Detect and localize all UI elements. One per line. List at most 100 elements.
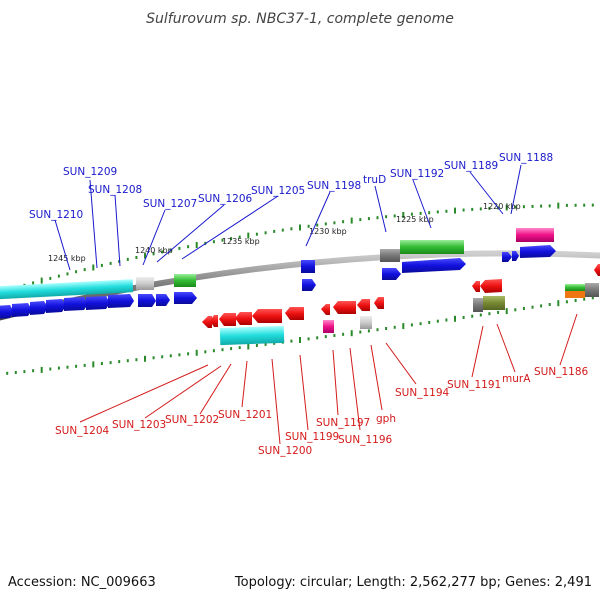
gene-green-1186[interactable] xyxy=(565,284,585,291)
minor-tick xyxy=(333,221,336,225)
gene-label[interactable]: SUN_1192 xyxy=(390,168,444,180)
gene-cyan-1200[interactable] xyxy=(219,325,285,346)
minor-tick xyxy=(100,263,103,267)
reverse-track-inner xyxy=(202,264,600,328)
gene-arrow-r10[interactable] xyxy=(374,297,384,309)
minor-tick xyxy=(342,332,345,336)
gene-orange-1186[interactable] xyxy=(565,291,585,298)
gene-arrow-r4[interactable] xyxy=(235,312,252,325)
outer-tick-ring xyxy=(6,202,594,292)
gene-arrow-f6[interactable] xyxy=(86,296,110,310)
gene-arrow-truD[interactable] xyxy=(382,268,401,280)
minor-tick xyxy=(410,212,413,216)
gene-label[interactable]: SUN_1194 xyxy=(395,387,449,399)
gene-arrow-1186[interactable] xyxy=(594,264,600,276)
gene-label[interactable]: gph xyxy=(376,413,396,425)
leader-1201 xyxy=(241,360,248,408)
gene-arrow-f5[interactable] xyxy=(64,297,88,311)
major-tick xyxy=(557,202,560,209)
gene-label[interactable]: SUN_1186 xyxy=(534,366,588,378)
gene-label[interactable]: SUN_1189 xyxy=(444,160,498,172)
minor-tick xyxy=(273,229,276,233)
gene-arrow-r7[interactable] xyxy=(321,304,330,315)
gene-label[interactable]: SUN_1196 xyxy=(338,434,392,446)
gene-arrow-r3[interactable] xyxy=(219,313,236,326)
gene-label[interactable]: SUN_1208 xyxy=(88,184,142,196)
gene-arrow-f7[interactable] xyxy=(108,294,134,308)
gene-label[interactable]: SUN_1191 xyxy=(447,379,501,391)
minor-tick xyxy=(385,327,388,330)
minor-tick xyxy=(49,367,52,371)
gene-label[interactable]: SUN_1204 xyxy=(55,425,109,437)
gene-label[interactable]: murA xyxy=(502,373,531,385)
gene-label[interactable]: SUN_1199 xyxy=(285,431,339,443)
gene-arrow-f4[interactable] xyxy=(46,299,66,313)
minor-tick xyxy=(161,250,164,254)
gene-arrow-r1[interactable] xyxy=(202,316,212,328)
gene-arrow-r5[interactable] xyxy=(252,309,282,323)
gene-arrow-r8[interactable] xyxy=(333,301,356,314)
gene-arrow-1188[interactable] xyxy=(520,245,556,258)
minor-tick xyxy=(316,336,319,340)
gene-label[interactable]: SUN_1203 xyxy=(112,419,166,431)
gene-arrow-1189b[interactable] xyxy=(512,251,519,261)
gene-label[interactable]: SUN_1201 xyxy=(218,409,272,421)
gene-arrow-f9[interactable] xyxy=(156,294,170,306)
minor-tick xyxy=(359,218,362,222)
gene-cyan-1209[interactable] xyxy=(0,279,134,300)
gene-arrow-r9[interactable] xyxy=(357,299,370,311)
accession-text: Accession: NC_009663 xyxy=(8,575,156,590)
minor-tick xyxy=(187,352,190,356)
gene-arrow-f8[interactable] xyxy=(138,294,156,307)
gene-label[interactable]: SUN_1206 xyxy=(198,193,252,205)
gene-arrow-f1[interactable] xyxy=(0,305,14,319)
major-tick xyxy=(505,204,508,211)
major-tick xyxy=(557,300,560,307)
gene-arrow-f10[interactable] xyxy=(174,292,197,304)
gene-label[interactable]: SUN_1197 xyxy=(316,417,370,429)
minor-tick xyxy=(118,360,121,364)
gene-gray-gph[interactable] xyxy=(360,316,372,329)
minor-tick xyxy=(75,270,78,274)
minor-tick xyxy=(57,274,60,278)
gene-green-1206[interactable] xyxy=(174,274,196,287)
gene-label[interactable]: SUN_1202 xyxy=(165,414,219,426)
major-tick xyxy=(247,343,250,350)
major-tick xyxy=(92,264,95,271)
gene-arrow-1198[interactable] xyxy=(302,279,316,291)
gene-arrow-1191b[interactable] xyxy=(480,279,502,293)
gene-arrow-r2[interactable] xyxy=(210,315,218,327)
gene-arrow-f3[interactable] xyxy=(30,301,48,315)
minor-tick xyxy=(471,314,474,318)
gene-label[interactable]: SUN_1205 xyxy=(251,185,305,197)
gene-label[interactable]: SUN_1198 xyxy=(307,180,361,192)
major-tick xyxy=(454,207,456,214)
gene-magenta-1197[interactable] xyxy=(323,320,334,333)
gene-gray-1207[interactable] xyxy=(136,277,154,290)
gene-label[interactable]: SUN_1188 xyxy=(499,152,553,164)
gene-label[interactable]: truD xyxy=(363,174,386,186)
gene-label[interactable]: SUN_1209 xyxy=(63,166,117,178)
gene-blue-1198-outer[interactable] xyxy=(301,260,315,273)
minor-tick xyxy=(342,220,345,224)
gene-arrow-f2[interactable] xyxy=(12,303,32,317)
minor-tick xyxy=(212,349,215,353)
gene-olive-murA[interactable] xyxy=(483,296,505,310)
minor-tick xyxy=(548,303,551,306)
gene-gray-1191[interactable] xyxy=(473,298,483,312)
gene-arrow-1189[interactable] xyxy=(502,252,512,262)
gene-green-1192[interactable] xyxy=(400,240,464,254)
minor-tick xyxy=(290,227,293,231)
gene-arrow-1191a[interactable] xyxy=(472,281,480,292)
gene-magenta-1188[interactable] xyxy=(516,228,554,242)
gene-label[interactable]: SUN_1200 xyxy=(258,445,312,457)
gene-label[interactable]: SUN_1207 xyxy=(143,198,197,210)
gene-gray-1186[interactable] xyxy=(585,283,599,297)
gene-arrow-1192[interactable] xyxy=(402,258,466,273)
minor-tick xyxy=(488,312,491,316)
gene-label[interactable]: SUN_1210 xyxy=(29,209,83,221)
gene-arrow-r6[interactable] xyxy=(285,307,304,320)
minor-tick xyxy=(565,203,568,207)
gene-truD-outer[interactable] xyxy=(380,249,400,262)
